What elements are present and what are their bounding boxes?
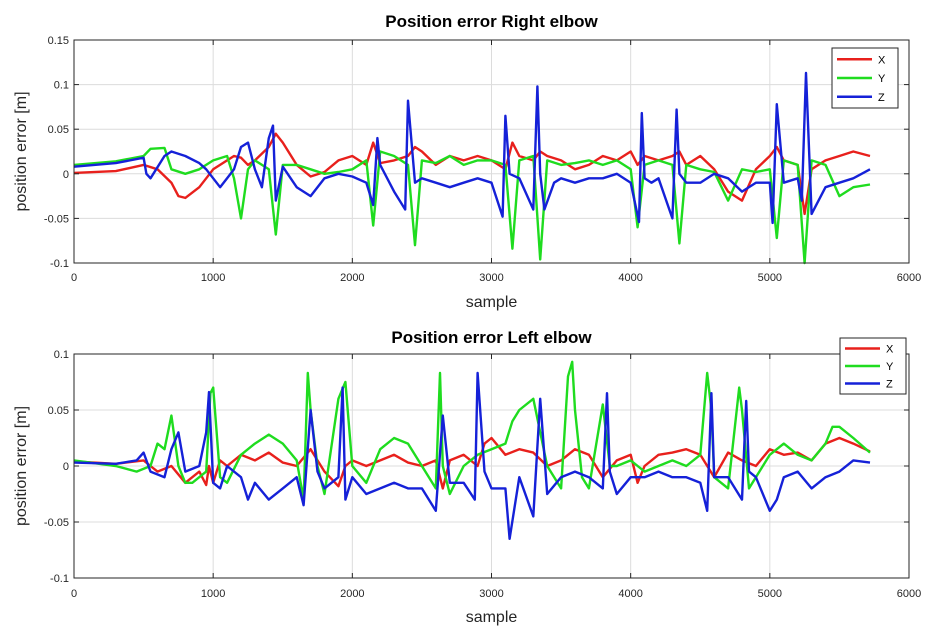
x-tick-label: 0 <box>71 588 77 600</box>
legend-label-y: Y <box>886 361 894 373</box>
x-tick-label: 0 <box>71 272 77 284</box>
right-elbow-plot: 0 1000 2000 3000 4000 5000 6000 -0.1 -0.05 0 0.05 0… <box>13 12 921 311</box>
legend-label-y: Y <box>878 73 886 85</box>
legend-label-z: Z <box>878 92 885 104</box>
x-tick-label: 3000 <box>479 272 503 284</box>
x-tick-label: 5000 <box>758 588 782 600</box>
x-axis-label: sample <box>466 294 518 311</box>
y-tick-label: -0.1 <box>50 258 69 270</box>
x-axis-label: sample <box>466 609 518 626</box>
x-tick-label: 3000 <box>479 588 503 600</box>
x-tick-label: 1000 <box>201 272 225 284</box>
series-line-z <box>73 71 871 225</box>
y-axis-label: position error [m] <box>13 91 30 211</box>
y-tick-label: 0.05 <box>48 405 69 417</box>
series-line-z <box>73 371 871 540</box>
x-tick-label: 5000 <box>758 272 782 284</box>
y-tick-label: 0.15 <box>48 35 69 47</box>
x-tick-label: 1000 <box>201 588 225 600</box>
series-line-y <box>73 146 871 265</box>
y-tick-label: 0 <box>63 169 69 181</box>
x-tick-label: 6000 <box>897 588 921 600</box>
y-tick-label: -0.1 <box>50 573 69 585</box>
legend-label-z: Z <box>886 379 893 391</box>
chart-title: Position error Right elbow <box>385 12 598 31</box>
legend-label-x: X <box>878 54 886 66</box>
x-tick-label: 6000 <box>897 272 921 284</box>
y-tick-label: 0.05 <box>48 124 69 136</box>
y-tick-label: -0.05 <box>44 517 69 529</box>
y-tick-label: -0.05 <box>44 213 69 225</box>
x-tick-label: 4000 <box>618 588 642 600</box>
y-tick-label: 0.1 <box>54 80 69 92</box>
y-tick-label: 0 <box>63 461 69 473</box>
x-tick-label: 4000 <box>618 272 642 284</box>
legend-label-x: X <box>886 344 894 356</box>
y-axis-label: position error [m] <box>13 406 30 526</box>
chart-title: Position error Left elbow <box>391 328 592 347</box>
series-line-x <box>73 436 871 490</box>
x-tick-label: 2000 <box>340 272 364 284</box>
x-tick-label: 2000 <box>340 588 364 600</box>
y-tick-label: 0.1 <box>54 349 69 361</box>
legend: XYZ <box>839 337 907 395</box>
series-line-y <box>73 360 871 501</box>
legend: XYZ <box>831 47 899 109</box>
left-elbow-plot: 0 1000 2000 3000 4000 5000 6000 -0.1 -0.05 0 0.05 0… <box>13 328 921 626</box>
